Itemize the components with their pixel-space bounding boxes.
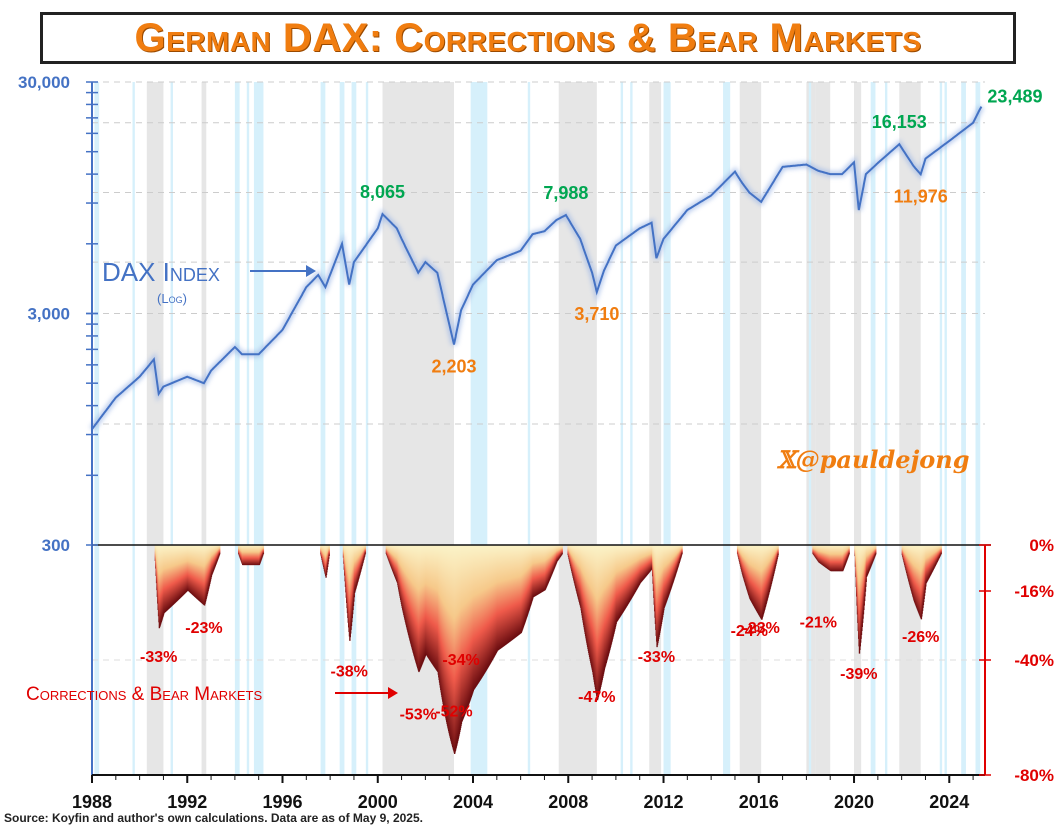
x-tick-label: 2020 — [834, 792, 874, 812]
drawdown-panel-label: Corrections & Bear Markets — [26, 684, 262, 705]
correction-band — [939, 82, 943, 775]
correction-band — [870, 82, 876, 775]
drawdown-bar — [262, 545, 265, 555]
correction-band — [365, 82, 369, 775]
correction-band — [94, 82, 100, 775]
source-note: Source: Koyfin and author's own calculat… — [4, 811, 423, 825]
x-tick-label: 2000 — [358, 792, 398, 812]
chart-title-box: German DAX: Corrections & Bear Markets — [40, 12, 1016, 64]
y-tick-label: 30,000 — [18, 73, 70, 92]
correction-band — [170, 82, 173, 775]
drawdown-label: -38% — [331, 663, 368, 680]
drawdown-bar — [561, 545, 563, 555]
drawdown-bar — [364, 545, 367, 554]
x-tick-label: 1988 — [72, 792, 112, 812]
trough-label: 3,710 — [574, 304, 619, 324]
drawdown-bar — [328, 545, 330, 556]
correction-band — [663, 82, 671, 775]
watermark: 𝕏@pauldejong — [776, 445, 970, 474]
bear-market-band — [806, 82, 816, 775]
drawdown-label: -33% — [638, 649, 675, 666]
y-tick-label: 300 — [42, 536, 70, 555]
right-tick-label: -80% — [1014, 766, 1054, 785]
right-tick-label: -40% — [1014, 651, 1054, 670]
correction-band — [884, 82, 888, 775]
x-tick-label: 2008 — [548, 792, 588, 812]
series-arrowhead — [306, 265, 316, 277]
right-tick-label: -16% — [1014, 582, 1054, 601]
correction-band — [723, 82, 731, 775]
correction-band — [944, 82, 947, 775]
drawdown-label: -26% — [902, 629, 939, 646]
peak-label: 16,153 — [872, 112, 927, 132]
correction-band — [246, 82, 250, 775]
series-label: DAX Index — [102, 257, 220, 287]
x-tick-label: 2024 — [929, 792, 969, 812]
dax-line — [91, 106, 983, 430]
correction-band — [320, 82, 326, 775]
correction-band — [253, 82, 264, 775]
correction-band — [975, 82, 981, 775]
drawdown-label: -47% — [578, 689, 615, 706]
x-tick-label: 2004 — [453, 792, 493, 812]
drawdown-label: -23% — [742, 620, 779, 637]
annotations: 8,065 7,988 16,153 23,489 2,203 3,710 11,976 -3… — [140, 87, 1042, 724]
correction-band — [527, 82, 531, 775]
correction-band — [132, 82, 135, 775]
correction-band — [339, 82, 345, 775]
bear-market-band — [146, 82, 164, 775]
peak-label: 7,988 — [543, 183, 588, 203]
drawdown-label: -39% — [840, 666, 877, 683]
y-tick-label: 3,000 — [27, 305, 70, 324]
right-tick-label: 0% — [1029, 536, 1054, 555]
bear-market-band — [854, 82, 862, 775]
axes: 300 3,000 30,000 0% -16% -40% -80% 1988 1992 1996… — [18, 73, 1054, 812]
peak-label: 8,065 — [360, 182, 405, 202]
correction-band — [351, 82, 357, 775]
series-sublabel: (Log) — [157, 291, 187, 306]
drawdown-label: -33% — [140, 649, 177, 666]
drawdown-bar — [777, 545, 779, 556]
correction-band — [630, 82, 633, 775]
correction-band — [961, 82, 966, 775]
drawdown-bar — [848, 545, 850, 555]
chart-title: German DAX: Corrections & Bear Markets — [134, 15, 922, 60]
correction-band — [620, 82, 624, 775]
drawdown-bar — [219, 545, 221, 555]
trough-label: 2,203 — [431, 357, 476, 377]
peak-label: 23,489 — [987, 87, 1042, 107]
drawdown-areas — [154, 545, 942, 754]
drawdown-label: -23% — [185, 620, 222, 637]
correction-band — [234, 82, 240, 775]
dax-line-glow — [89, 105, 985, 431]
bear-market-band — [649, 82, 662, 775]
drawdown-arrowhead — [388, 687, 398, 699]
drawdown-label: -53% — [400, 706, 437, 723]
drawdown-bar — [875, 545, 877, 555]
drawdown-label: -24% — [731, 623, 768, 640]
x-tick-label: 2012 — [643, 792, 683, 812]
drawdown-label: -21% — [800, 614, 837, 631]
bear-market-band — [201, 82, 207, 775]
drawdown-bar — [940, 545, 942, 554]
x-tick-label: 1992 — [167, 792, 207, 812]
drawdown-label: -52% — [435, 704, 472, 721]
trough-label: 11,976 — [894, 186, 948, 206]
correction-band — [808, 82, 812, 775]
drawdown-bar — [681, 545, 683, 554]
bear-market-band — [815, 82, 831, 775]
x-tick-label: 1996 — [262, 792, 302, 812]
x-tick-label: 2016 — [739, 792, 779, 812]
drawdown-label: -34% — [442, 652, 479, 669]
